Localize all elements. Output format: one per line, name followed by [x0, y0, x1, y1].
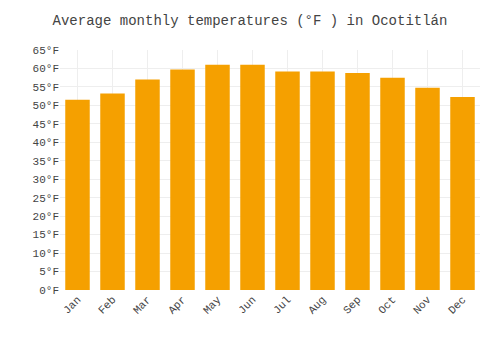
svg-text:Jul: Jul	[271, 294, 293, 316]
svg-text:Dec: Dec	[446, 294, 468, 316]
svg-text:Feb: Feb	[96, 294, 118, 316]
svg-text:65°F: 65°F	[33, 45, 59, 57]
svg-text:Jan: Jan	[61, 294, 83, 316]
svg-text:Apr: Apr	[166, 294, 188, 316]
svg-text:35°F: 35°F	[33, 156, 59, 168]
svg-text:50°F: 50°F	[33, 100, 59, 112]
svg-text:Mar: Mar	[131, 294, 153, 316]
svg-text:40°F: 40°F	[33, 137, 59, 149]
svg-text:Sep: Sep	[341, 294, 363, 316]
svg-text:May: May	[201, 294, 224, 317]
svg-text:Jun: Jun	[236, 294, 258, 316]
svg-text:20°F: 20°F	[33, 211, 59, 223]
svg-text:0°F: 0°F	[39, 285, 59, 297]
svg-text:Aug: Aug	[306, 294, 328, 316]
svg-text:Average monthly temperatures (: Average monthly temperatures (°F ) in Oc…	[53, 13, 448, 29]
svg-text:25°F: 25°F	[33, 193, 59, 205]
svg-text:Oct: Oct	[376, 294, 398, 316]
svg-text:5°F: 5°F	[39, 266, 59, 278]
svg-text:60°F: 60°F	[33, 63, 59, 75]
svg-text:55°F: 55°F	[33, 82, 59, 94]
svg-text:45°F: 45°F	[33, 119, 59, 131]
svg-text:10°F: 10°F	[33, 248, 59, 260]
svg-text:Nov: Nov	[411, 294, 434, 317]
svg-text:15°F: 15°F	[33, 229, 59, 241]
svg-text:30°F: 30°F	[33, 174, 59, 186]
